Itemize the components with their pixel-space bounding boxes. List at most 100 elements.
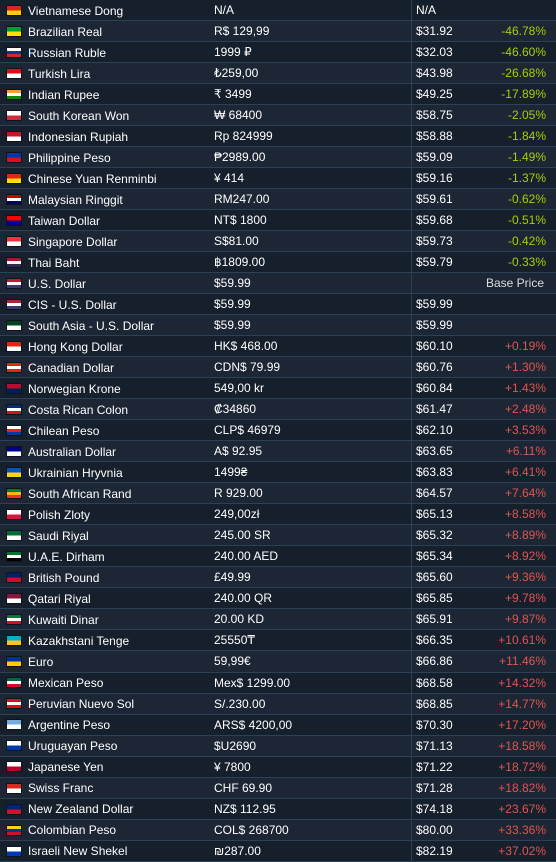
currency-name: New Zealand Dollar [28,802,134,817]
local-price: R 929.00 [208,482,412,505]
local-price: CDN$ 79.99 [208,356,412,379]
currency-name: South Korean Won [28,108,130,123]
currency-cell: Uruguayan Peso [0,735,208,757]
currency-name: Kuwaiti Dinar [28,612,99,627]
usd-price: $62.10 [411,419,484,442]
currency-name: Swiss Franc [28,781,94,795]
currency-name: Thai Baht [28,255,80,270]
country-flag-icon [6,404,22,416]
price-difference: +8.58% [484,503,556,526]
local-price: NZ$ 112.95 [208,798,412,820]
price-difference: -0.33% [484,251,556,274]
currency-cell: Canadian Dollar [0,356,208,379]
price-row: Swiss Franc CHF 69.90 $71.28 +18.82% [0,777,556,799]
currency-cell: Singapore Dollar [0,230,208,253]
local-price: $59.99 [208,293,412,316]
local-price: NT$ 1800 [208,209,412,232]
usd-price: $68.85 [411,693,484,715]
country-flag-icon [6,173,22,185]
price-row: Argentine Peso ARS$ 4200,00 $70.30 +17.2… [0,714,556,736]
usd-price: $59.73 [411,230,484,253]
price-row: Singapore Dollar S$81.00 $59.73 -0.42% [0,230,556,253]
usd-price: $59.61 [411,188,484,211]
local-price: 25550₸ [208,629,412,652]
price-row: Canadian Dollar CDN$ 79.99 $60.76 +1.30% [0,356,556,379]
currency-name: Uruguayan Peso [28,738,118,753]
currency-name: Norwegian Krone [28,381,121,396]
currency-cell: Costa Rican Colon [0,398,208,421]
currency-cell: Japanese Yen [0,756,208,778]
currency-name: Peruvian Nuevo Sol [28,696,135,711]
local-price: 20.00 KD [208,608,412,631]
price-row: Turkish Lira ₺259,00 $43.98 -26.68% [0,62,556,85]
price-row: British Pound £49.99 $65.60 +9.36% [0,566,556,589]
price-row: South African Rand R 929.00 $64.57 +7.64… [0,482,556,505]
price-difference: Base Price [484,272,556,295]
local-price: ₩ 68400 [208,104,412,127]
country-flag-icon [6,383,22,395]
country-flag-icon [6,88,22,100]
price-row: Hong Kong Dollar HK$ 468.00 $60.10 +0.19… [0,335,556,358]
country-flag-icon [6,46,22,58]
price-difference: +9.87% [484,608,556,631]
currency-cell: Taiwan Dollar [0,209,208,232]
price-row: Costa Rican Colon ₡34860 $61.47 +2.48% [0,398,556,421]
local-price: R$ 129,99 [208,20,412,43]
price-row: Russian Ruble 1999 ₽ $32.03 -46.60% [0,41,556,64]
currency-cell: Qatari Riyal [0,587,208,610]
price-difference: +37.02% [484,840,556,862]
country-flag-icon [6,110,22,121]
local-price: Mex$ 1299.00 [208,672,412,694]
price-difference [484,0,556,22]
price-row: Ukrainian Hryvnia 1499₴ $63.83 +6.41% [0,461,556,484]
price-difference: -0.62% [484,188,556,211]
price-difference: +14.32% [484,672,556,694]
country-flag-icon [6,803,22,815]
currency-cell: Colombian Peso [0,819,208,841]
country-flag-icon [6,131,22,143]
usd-price: $71.13 [411,735,484,757]
usd-price: $65.32 [411,524,484,547]
currency-name: Malaysian Ringgit [28,192,123,207]
local-price: ₪287.00 [208,840,412,862]
price-row: Polish Zloty 249,00zł $65.13 +8.58% [0,503,556,526]
currency-name: U.A.E. Dirham [28,549,105,564]
currency-cell: Israeli New Shekel [0,840,208,862]
currency-name: Russian Ruble [28,45,107,60]
price-row: Indonesian Rupiah Rp 824999 $58.88 -1.84… [0,125,556,148]
local-price: ₹ 3499 [208,83,412,106]
price-difference: -1.37% [484,167,556,190]
price-row: South Asia - U.S. Dollar $59.99 $59.99 [0,314,556,337]
price-difference: +9.36% [484,566,556,589]
local-price: 240.00 QR [208,587,412,610]
price-difference: -2.05% [484,104,556,127]
currency-name: Costa Rican Colon [28,402,129,417]
usd-price: $63.83 [411,461,484,484]
currency-name: Euro [28,654,54,669]
usd-price: $43.98 [411,62,484,85]
country-flag-icon [6,257,22,269]
country-flag-icon [6,635,22,647]
usd-price: $32.03 [411,41,484,64]
currency-cell: Russian Ruble [0,41,208,64]
price-difference: +2.48% [484,398,556,421]
currency-name: Canadian Dollar [28,360,115,375]
country-flag-icon [6,824,22,836]
price-row: Qatari Riyal 240.00 QR $65.85 +9.78% [0,587,556,610]
currency-cell: Indian Rupee [0,83,208,106]
currency-cell: Euro [0,650,208,673]
currency-name: Mexican Peso [28,675,104,690]
price-row: Malaysian Ringgit RM247.00 $59.61 -0.62% [0,188,556,211]
local-price: CHF 69.90 [208,777,412,799]
currency-name: Chilean Peso [28,423,100,438]
price-difference: +18.72% [484,756,556,778]
currency-cell: South African Rand [0,482,208,505]
currency-name: U.S. Dollar [28,276,87,291]
country-flag-icon [6,341,22,353]
currency-name: British Pound [28,570,100,585]
price-row: Brazilian Real R$ 129,99 $31.92 -46.78% [0,20,556,43]
country-flag-icon [6,194,22,206]
usd-price: $65.85 [411,587,484,610]
price-row: Chilean Peso CLP$ 46979 $62.10 +3.53% [0,419,556,442]
local-price: £49.99 [208,566,412,589]
